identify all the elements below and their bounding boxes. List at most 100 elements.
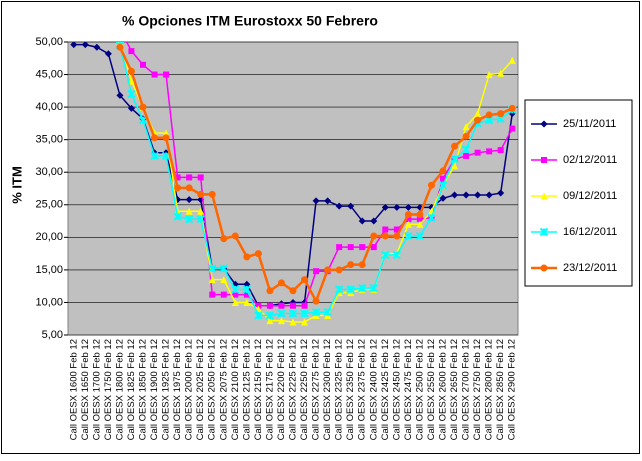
marker	[185, 196, 193, 204]
marker	[461, 145, 471, 154]
y-tick-label: 45,00	[35, 68, 63, 80]
marker	[289, 287, 297, 295]
marker	[540, 264, 548, 272]
marker	[139, 103, 147, 111]
marker	[151, 134, 159, 142]
marker	[382, 226, 389, 233]
marker	[162, 134, 170, 142]
x-tick-label: Call OESX 2175 Feb 12	[264, 339, 275, 440]
marker	[335, 202, 343, 210]
marker	[140, 61, 146, 68]
legend-label: 23/12/2011	[563, 262, 617, 274]
marker	[231, 285, 240, 294]
x-tick-label: Call OESX 2750 Feb 12	[472, 339, 483, 440]
x-tick-label: Call OESX 2125 Feb 12	[241, 339, 252, 440]
marker	[289, 318, 297, 326]
marker	[312, 197, 320, 205]
y-tick-label: 15,00	[35, 264, 63, 276]
x-tick-label: Call OESX 2600 Feb 12	[438, 339, 449, 440]
marker	[220, 235, 228, 243]
marker	[151, 71, 158, 78]
x-tick-label: Call OESX 2375 Feb 12	[357, 339, 368, 440]
marker	[231, 298, 239, 306]
marker	[254, 250, 262, 258]
marker	[163, 71, 170, 78]
plot-series	[70, 42, 517, 326]
marker	[485, 111, 493, 119]
marker	[254, 311, 263, 320]
marker	[301, 318, 309, 326]
marker	[427, 213, 436, 223]
x-tick-label: Call OESX 2275 Feb 12	[311, 339, 322, 440]
marker	[358, 283, 367, 293]
y-axis-label: % ITM	[9, 166, 24, 204]
marker	[474, 149, 481, 156]
marker	[104, 50, 112, 58]
marker	[301, 302, 308, 309]
y-tick-label: 10,00	[35, 296, 63, 308]
marker	[439, 194, 447, 202]
marker	[220, 291, 227, 298]
marker	[173, 212, 182, 221]
marker	[509, 125, 516, 132]
marker	[266, 287, 274, 295]
marker	[415, 231, 425, 241]
x-tick-label: Call OESX 2150 Feb 12	[253, 339, 264, 440]
x-tick-label: Call OESX 2025 Feb 12	[195, 339, 206, 440]
legend-label: 02/12/2011	[563, 154, 617, 166]
x-tick-label: Call OESX 1900 Feb 12	[149, 339, 160, 440]
marker	[404, 211, 412, 219]
marker	[324, 266, 332, 274]
marker	[416, 220, 424, 228]
x-tick-label: Call OESX 2700 Feb 12	[461, 339, 472, 440]
x-tick-label: Call OESX 2425 Feb 12	[380, 339, 391, 440]
legend-label: 16/12/2011	[563, 226, 617, 238]
marker	[541, 157, 547, 163]
marker	[323, 308, 332, 317]
marker	[324, 197, 332, 205]
x-tick-label: Call OESX 2225 Feb 12	[288, 339, 299, 440]
marker	[127, 67, 135, 75]
y-tick-label: 5,00	[42, 329, 63, 341]
x-tick-label: Call OESX 2850 Feb 12	[495, 339, 506, 440]
chart-title: % Opciones ITM Eurostoxx 50 Febrero	[122, 13, 378, 29]
marker	[334, 285, 344, 294]
marker	[161, 151, 171, 161]
marker	[209, 291, 216, 298]
marker	[508, 56, 516, 64]
marker	[438, 181, 448, 190]
marker	[278, 302, 285, 309]
marker	[451, 142, 459, 150]
marker	[197, 207, 205, 215]
marker	[451, 162, 459, 170]
marker	[404, 220, 412, 228]
marker	[138, 115, 148, 125]
marker	[497, 69, 505, 77]
marker	[243, 280, 251, 288]
x-tick-label: Call OESX 2075 Feb 12	[218, 339, 229, 440]
marker	[300, 309, 309, 318]
y-tick-label: 40,00	[35, 101, 63, 113]
marker	[539, 227, 549, 237]
marker	[370, 232, 378, 240]
marker	[186, 174, 193, 181]
x-tick-label: Call OESX 1850 Feb 12	[138, 339, 149, 440]
marker	[346, 285, 355, 294]
marker	[347, 202, 355, 210]
marker	[266, 317, 274, 325]
marker	[474, 110, 482, 118]
marker	[381, 203, 389, 211]
marker	[416, 211, 424, 219]
marker	[404, 203, 412, 211]
marker	[405, 216, 412, 223]
x-tick-label: Call OESX 1975 Feb 12	[172, 339, 183, 440]
marker	[440, 175, 446, 182]
marker	[232, 291, 239, 298]
marker	[150, 151, 159, 161]
marker	[497, 110, 505, 118]
marker	[463, 152, 470, 159]
marker	[220, 276, 228, 284]
x-tick-label: Call OESX 2650 Feb 12	[449, 339, 460, 440]
marker	[416, 216, 423, 223]
marker	[462, 123, 470, 131]
